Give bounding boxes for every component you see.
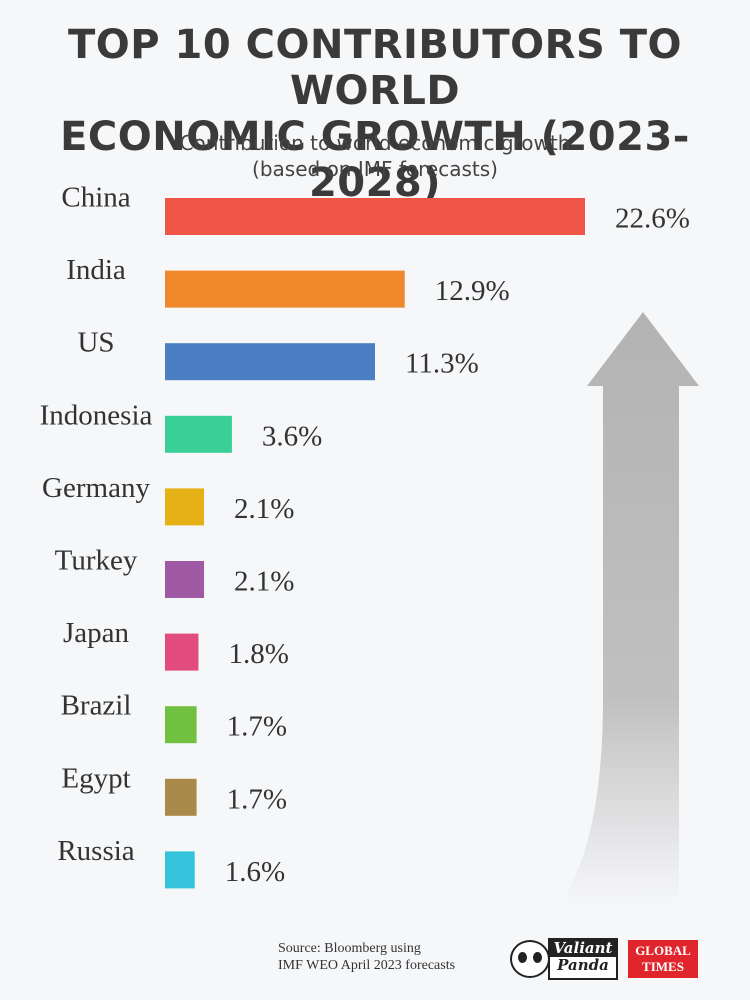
value-label: 1.7% xyxy=(227,783,287,815)
category-label: India xyxy=(66,254,126,286)
value-label: 3.6% xyxy=(262,420,322,452)
bar xyxy=(165,633,199,671)
category-label: Indonesia xyxy=(40,399,153,431)
category-label: Egypt xyxy=(61,762,130,794)
category-label: US xyxy=(77,327,114,359)
bar xyxy=(165,343,375,381)
bar xyxy=(165,561,205,598)
bar xyxy=(165,488,205,526)
value-label: 2.1% xyxy=(234,493,294,525)
chart-subtitle: Contribution to world economic growth (b… xyxy=(0,130,750,182)
chart-title-line1: TOP 10 CONTRIBUTORS TO WORLD xyxy=(67,22,682,114)
value-label: 1.8% xyxy=(228,638,288,670)
bar xyxy=(165,270,405,308)
category-label: Brazil xyxy=(61,690,132,722)
chart-subtitle-line1: Contribution to world economic growth xyxy=(179,131,571,155)
value-label: 1.7% xyxy=(227,711,287,743)
bar xyxy=(165,198,585,235)
logo2-line2: TIMES xyxy=(642,959,684,974)
value-label: 1.6% xyxy=(225,856,285,888)
source-line1: Source: Bloomberg using xyxy=(278,941,421,956)
valiant-panda-logo: Valiant Panda xyxy=(510,938,618,980)
global-times-logo: GLOBAL TIMES xyxy=(628,940,698,978)
chart-subtitle-line2: (based on IMF forecasts) xyxy=(252,157,498,181)
bar xyxy=(165,851,195,889)
bar xyxy=(165,778,197,816)
up-arrow-icon xyxy=(560,312,699,905)
bars-group: China 22.6% India 12.9% US 11.3% Indonesia 3.6%… xyxy=(40,182,690,889)
category-label: Japan xyxy=(63,617,130,649)
source-line2: IMF WEO April 2023 forecasts xyxy=(278,958,456,973)
category-label: Germany xyxy=(42,472,150,504)
category-label: Turkey xyxy=(55,545,138,577)
panda-icon xyxy=(510,940,550,978)
value-label: 22.6% xyxy=(615,203,690,235)
logo2-line1: GLOBAL xyxy=(635,943,691,958)
source-note: Source: Bloomberg using IMF WEO April 20… xyxy=(278,940,455,974)
logo1-line2: Panda xyxy=(557,956,609,974)
bar xyxy=(165,415,232,453)
category-label: Russia xyxy=(57,835,134,867)
bar xyxy=(165,706,197,744)
category-label: China xyxy=(61,182,130,214)
logo1-line1: Valiant xyxy=(550,940,616,957)
value-label: 11.3% xyxy=(405,348,479,380)
chart-title: TOP 10 CONTRIBUTORS TO WORLD ECONOMIC GR… xyxy=(0,22,750,206)
value-label: 12.9% xyxy=(435,275,510,307)
value-label: 2.1% xyxy=(234,566,294,598)
